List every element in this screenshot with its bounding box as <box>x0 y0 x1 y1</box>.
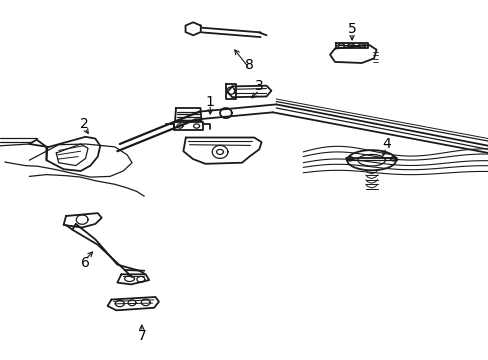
Text: 8: 8 <box>244 58 253 72</box>
Text: 3: 3 <box>254 80 263 93</box>
Text: 2: 2 <box>80 117 89 131</box>
Text: 1: 1 <box>205 95 214 108</box>
Text: 4: 4 <box>381 137 390 151</box>
Text: 7: 7 <box>137 329 146 342</box>
Text: 5: 5 <box>347 22 356 36</box>
Text: 6: 6 <box>81 256 90 270</box>
